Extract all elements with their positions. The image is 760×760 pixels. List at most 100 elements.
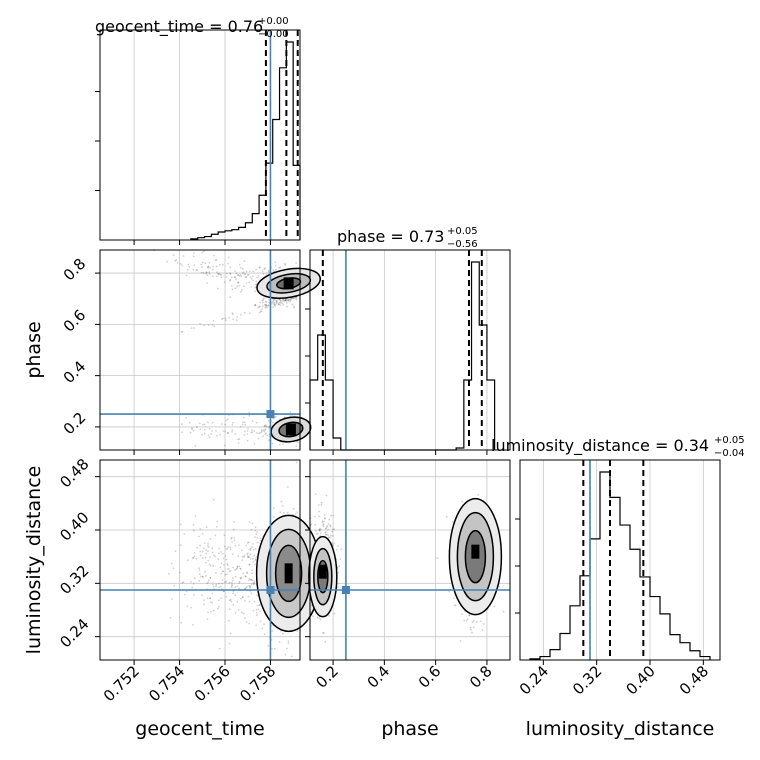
sample-point <box>237 438 240 441</box>
title-geocent-time: geocent_time = 0.76 <box>95 17 263 37</box>
sample-point <box>284 299 287 302</box>
sample-point <box>174 259 176 262</box>
sample-point <box>261 299 264 302</box>
x-tick-label: 0.48 <box>676 662 712 698</box>
sample-point <box>268 271 270 273</box>
sample-point <box>273 299 276 301</box>
sample-point <box>259 537 262 539</box>
sample-point <box>265 304 267 306</box>
sample-point <box>271 301 274 303</box>
sample-point <box>250 286 253 288</box>
sample-point <box>204 570 206 573</box>
sample-point <box>200 263 203 266</box>
sample-point <box>244 423 247 426</box>
title-luminosity-distance: luminosity_distance = 0.34 <box>491 436 709 456</box>
sample-point <box>252 609 255 612</box>
sample-point <box>242 421 244 424</box>
sample-point <box>232 528 235 531</box>
sample-point <box>463 619 466 622</box>
sample-point <box>278 443 281 446</box>
sample-point <box>237 281 240 284</box>
sample-point <box>242 612 245 615</box>
sample-point <box>241 596 244 599</box>
sample-point <box>296 511 299 514</box>
sample-point <box>208 272 211 275</box>
sample-point <box>289 300 291 303</box>
sample-point <box>166 260 169 263</box>
sample-point <box>284 264 287 266</box>
sample-point <box>234 586 237 589</box>
sample-point <box>207 421 209 424</box>
sample-point <box>246 586 248 588</box>
sample-point <box>296 630 299 632</box>
sample-point <box>267 426 270 429</box>
sample-point <box>254 290 256 293</box>
injection-marker <box>266 586 275 594</box>
sample-point <box>255 624 257 627</box>
sample-point <box>295 297 297 299</box>
sample-point <box>248 556 251 558</box>
sample-point <box>260 430 263 433</box>
sample-point <box>468 614 471 617</box>
sample-point <box>242 572 245 575</box>
sample-point <box>267 304 270 307</box>
sample-point <box>193 551 196 554</box>
sample-point <box>234 270 236 273</box>
sample-point <box>192 583 195 585</box>
sample-point <box>256 432 258 434</box>
sample-point <box>245 621 248 623</box>
sample-point <box>213 254 215 257</box>
sample-point <box>234 575 237 578</box>
sample-point <box>203 324 206 327</box>
sample-point <box>198 567 201 570</box>
sample-point <box>295 296 298 299</box>
histogram-steps <box>309 261 496 451</box>
sample-point <box>272 302 275 305</box>
sample-point <box>231 584 233 587</box>
sample-point <box>209 597 212 599</box>
sample-point <box>212 609 215 612</box>
sample-point <box>172 567 175 570</box>
sample-point <box>247 541 250 543</box>
sample-point <box>273 516 275 518</box>
sample-point <box>215 265 218 268</box>
sample-point <box>249 585 252 587</box>
sample-point <box>248 579 250 581</box>
sample-point <box>322 520 325 523</box>
sample-point <box>280 500 283 503</box>
sample-point <box>181 331 184 333</box>
sample-point <box>248 312 251 315</box>
sample-point <box>235 272 238 275</box>
sample-point <box>261 270 264 272</box>
sample-point <box>328 614 331 617</box>
sample-point <box>248 548 251 551</box>
sample-point <box>275 268 277 271</box>
sample-point <box>283 299 285 302</box>
sample-point <box>216 607 219 610</box>
sample-point <box>198 569 201 571</box>
sample-point <box>258 305 261 308</box>
sample-point <box>224 430 226 433</box>
sample-point <box>321 521 324 524</box>
sample-point <box>330 541 333 544</box>
sample-point <box>192 557 195 560</box>
sample-point <box>265 425 267 428</box>
sample-point <box>318 529 321 531</box>
sample-point <box>224 423 227 426</box>
sample-point <box>318 515 321 518</box>
sample-point <box>280 300 282 302</box>
sample-point <box>249 270 251 273</box>
sample-point <box>260 429 263 431</box>
sample-point <box>201 575 204 578</box>
sample-point <box>259 310 262 313</box>
sample-point <box>244 575 247 578</box>
sample-point <box>253 442 256 445</box>
x-tick-label: 0.6 <box>415 662 445 692</box>
sample-point <box>218 582 220 585</box>
sample-point <box>219 566 222 569</box>
sample-point <box>188 421 191 424</box>
sample-point <box>448 590 451 593</box>
sample-point <box>267 304 269 307</box>
sample-point <box>228 619 230 622</box>
sample-point <box>182 255 185 257</box>
